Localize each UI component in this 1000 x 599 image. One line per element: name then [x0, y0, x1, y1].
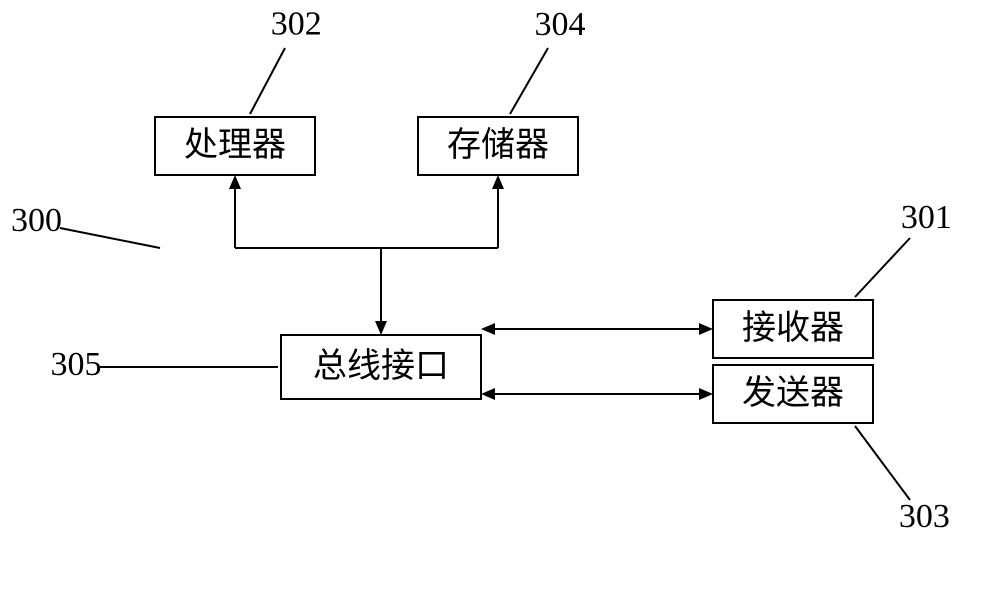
- node-memory-label: 存储器: [447, 126, 549, 164]
- leader-301: [855, 238, 910, 297]
- leader-300: [60, 228, 160, 248]
- leader-304: [510, 48, 548, 114]
- refnum-301: 301: [901, 199, 952, 236]
- arrowhead: [699, 323, 713, 335]
- refnum-302: 302: [271, 6, 322, 43]
- node-bus-label: 总线接口: [313, 347, 449, 385]
- node-transmitter-label: 发送器: [742, 374, 844, 412]
- refnum-303: 303: [899, 498, 950, 535]
- node-receiver-label: 接收器: [742, 309, 844, 347]
- refnum-300: 300: [11, 202, 62, 239]
- arrowhead: [229, 175, 241, 189]
- node-processor-label: 处理器: [184, 127, 286, 164]
- arrowhead: [699, 388, 713, 400]
- arrowhead: [492, 175, 504, 189]
- leader-303: [855, 426, 910, 500]
- arrowhead: [481, 388, 495, 400]
- leader-302: [250, 48, 285, 114]
- block-diagram: 处理器 存储器总线接口 接收器发送器 300 301 302 303 304 305: [0, 0, 1000, 599]
- refnum-304: 304: [534, 6, 585, 43]
- refnum-305: 305: [51, 346, 102, 383]
- arrowhead: [481, 323, 495, 335]
- arrowhead: [375, 321, 387, 335]
